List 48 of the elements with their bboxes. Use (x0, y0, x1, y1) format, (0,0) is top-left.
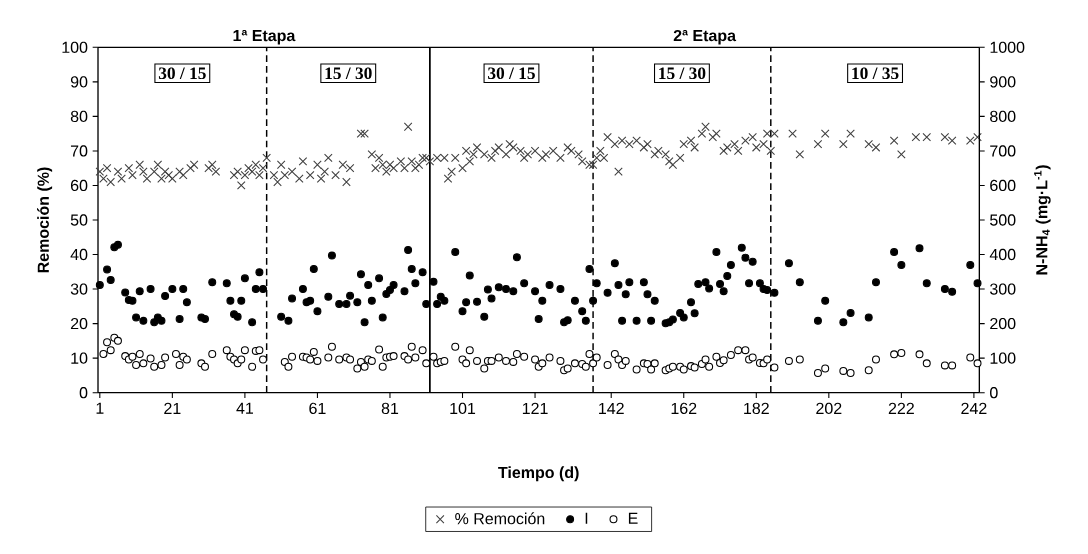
x-tick-label: 81 (381, 402, 399, 415)
y-tick-label: 50 (70, 214, 88, 226)
legend-label: E (628, 512, 638, 524)
y2-tick-label: 900 (990, 76, 1016, 88)
y2-axis-title: N-NH$_{4}$ (mg·L$^{-1}$) (1034, 165, 1051, 275)
y-tick-label: 20 (70, 317, 88, 330)
x-tick-label: 142 (599, 402, 624, 414)
legend-label: I (585, 512, 588, 524)
annotation: 15 / 30 (325, 67, 372, 80)
x-tick-label: 242 (961, 402, 987, 414)
y-tick-label: 70 (70, 145, 88, 157)
annotation: 15 / 30 (659, 67, 706, 80)
y2-tick-label: 200 (990, 317, 1016, 330)
x-tick-label: 222 (888, 402, 914, 414)
y-tick-label: 40 (70, 248, 88, 261)
y2-tick-label: 500 (990, 214, 1016, 226)
y2-tick-label: 400 (989, 248, 1016, 261)
y2-tick-label: 300 (990, 283, 1016, 295)
y-tick-label: 60 (70, 179, 88, 192)
x-tick-label: 101 (450, 402, 476, 415)
y2-tick-label: 100 (990, 352, 1016, 364)
x-axis-title: Tiempo (d) (498, 466, 579, 482)
text: 2ª Etapa (673, 29, 737, 45)
x-tick-label: 162 (671, 402, 697, 415)
annotation: 30 / 15 (488, 67, 535, 80)
annotation: 30 / 15 (158, 67, 206, 80)
x-tick-label: 21 (164, 402, 181, 414)
y-tick-label: 80 (70, 110, 88, 123)
x-tick-label: 182 (744, 402, 769, 415)
x-tick-label: 202 (816, 402, 842, 415)
y-tick-label: 90 (70, 76, 88, 88)
y2-tick-label: 800 (990, 110, 1016, 123)
y2-tick-label: 0 (990, 387, 998, 399)
x-tick-label: 1 (96, 402, 104, 414)
x-tick-label: 121 (522, 402, 548, 414)
y-tick-label: 100 (62, 41, 88, 53)
x-tick-label: 41 (236, 402, 254, 414)
x-tick-label: 61 (309, 402, 326, 415)
text: 1ª Etapa (233, 29, 296, 45)
y2-tick-label: 1000 (990, 41, 1025, 53)
y-tick-label: 10 (71, 352, 88, 364)
y2-tick-label: 600 (990, 179, 1016, 192)
annotation: 10 / 35 (852, 67, 899, 80)
y-axis-title: Remoción (%) (37, 167, 53, 273)
y-tick-label: 0 (79, 387, 88, 399)
legend-label: % Remoción (455, 512, 545, 525)
y2-tick-label: 700 (990, 145, 1016, 157)
y-tick-label: 30 (70, 283, 88, 295)
